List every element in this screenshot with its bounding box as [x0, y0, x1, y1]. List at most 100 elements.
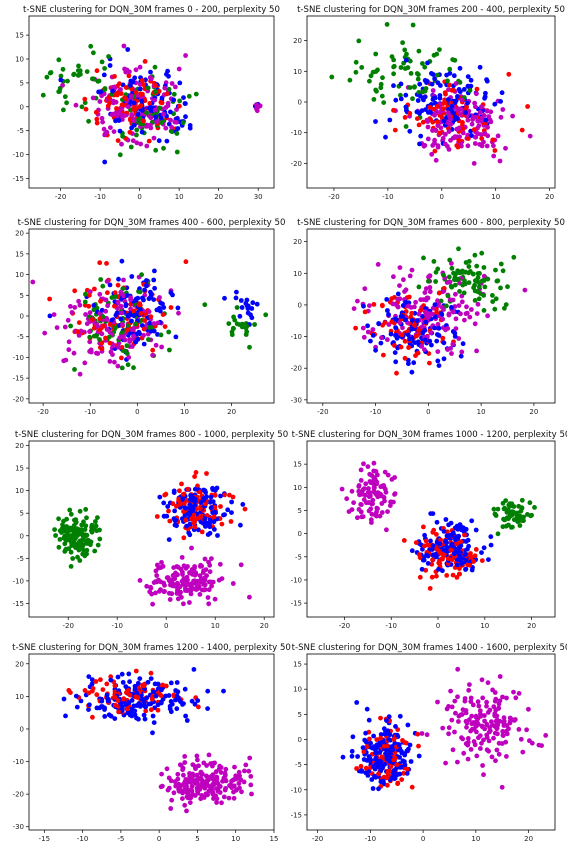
point-magenta	[427, 273, 433, 279]
point-red	[458, 539, 464, 544]
point-blue	[459, 556, 465, 562]
point-green	[229, 329, 235, 335]
points-layer	[61, 667, 254, 814]
point-red	[406, 345, 411, 350]
point-blue	[407, 336, 412, 342]
point-magenta	[448, 122, 454, 127]
point-blue	[144, 283, 149, 289]
point-magenta	[148, 76, 154, 82]
point-blue	[168, 109, 173, 115]
point-blue	[429, 342, 434, 348]
point-blue	[420, 557, 426, 563]
point-magenta	[153, 590, 158, 596]
point-red	[367, 736, 372, 742]
y-tick-label: -15	[291, 811, 302, 819]
point-green	[93, 519, 98, 524]
point-magenta	[349, 488, 355, 494]
point-blue	[120, 82, 126, 88]
point-green	[407, 85, 413, 90]
point-magenta	[366, 508, 372, 514]
point-magenta	[129, 112, 135, 117]
point-magenta	[117, 335, 123, 341]
point-blue	[155, 332, 160, 337]
point-blue	[139, 129, 145, 135]
point-blue	[134, 311, 140, 316]
point-red	[83, 106, 89, 112]
point-green	[520, 517, 526, 522]
point-magenta	[397, 265, 403, 270]
point-magenta	[209, 556, 214, 561]
y-tick-label: 0	[20, 532, 24, 540]
point-red	[154, 514, 160, 519]
point-red	[416, 743, 421, 749]
point-magenta	[159, 560, 164, 565]
point-magenta	[173, 783, 179, 789]
point-blue	[437, 95, 443, 101]
point-green	[174, 149, 180, 155]
point-blue	[440, 568, 445, 574]
point-green	[124, 343, 130, 349]
point-blue	[171, 490, 177, 495]
point-magenta	[472, 134, 478, 140]
point-magenta	[76, 298, 81, 304]
point-blue	[387, 117, 393, 123]
point-magenta	[522, 287, 528, 293]
point-magenta	[202, 575, 208, 580]
point-green	[133, 321, 138, 327]
point-blue	[141, 712, 147, 718]
point-blue	[392, 350, 398, 355]
point-red	[47, 296, 52, 302]
point-magenta	[461, 750, 467, 756]
point-magenta	[97, 99, 103, 104]
point-magenta	[379, 510, 385, 515]
point-magenta	[370, 497, 376, 503]
point-green	[86, 118, 91, 124]
y-tick-label: -10	[291, 129, 302, 137]
point-red	[371, 302, 377, 307]
point-magenta	[382, 469, 388, 475]
y-tick-label: 5	[298, 507, 302, 515]
point-blue	[78, 698, 84, 704]
point-blue	[458, 353, 464, 359]
y-tick-label: -30	[13, 823, 24, 831]
point-blue	[192, 498, 198, 504]
point-magenta	[467, 682, 472, 687]
point-red	[406, 294, 412, 300]
point-magenta	[469, 713, 475, 719]
point-magenta	[154, 579, 160, 585]
point-magenta	[249, 791, 254, 797]
point-blue	[63, 713, 68, 719]
point-magenta	[485, 124, 490, 130]
point-blue	[457, 89, 463, 95]
point-green	[70, 556, 76, 561]
point-green	[152, 64, 158, 70]
point-green	[76, 63, 81, 69]
point-green	[117, 152, 123, 158]
point-green	[68, 323, 73, 329]
point-magenta	[474, 311, 480, 316]
point-magenta	[426, 314, 431, 320]
point-magenta	[237, 773, 243, 779]
point-green	[481, 308, 487, 313]
point-magenta	[448, 117, 453, 123]
point-magenta	[447, 297, 453, 303]
point-blue	[229, 499, 235, 505]
point-magenta	[433, 127, 439, 133]
point-magenta	[115, 299, 121, 305]
point-blue	[191, 667, 197, 672]
point-magenta	[466, 687, 472, 693]
point-green	[88, 43, 94, 49]
point-magenta	[459, 97, 465, 103]
point-magenta	[503, 739, 509, 745]
point-magenta	[192, 564, 198, 569]
point-red	[191, 519, 197, 525]
point-magenta	[500, 732, 506, 738]
point-blue	[104, 692, 110, 698]
point-magenta	[183, 582, 189, 588]
point-magenta	[168, 806, 174, 811]
point-green	[124, 351, 130, 356]
point-magenta	[359, 514, 365, 520]
point-magenta	[71, 350, 77, 356]
point-blue	[123, 302, 129, 307]
point-magenta	[397, 320, 403, 325]
